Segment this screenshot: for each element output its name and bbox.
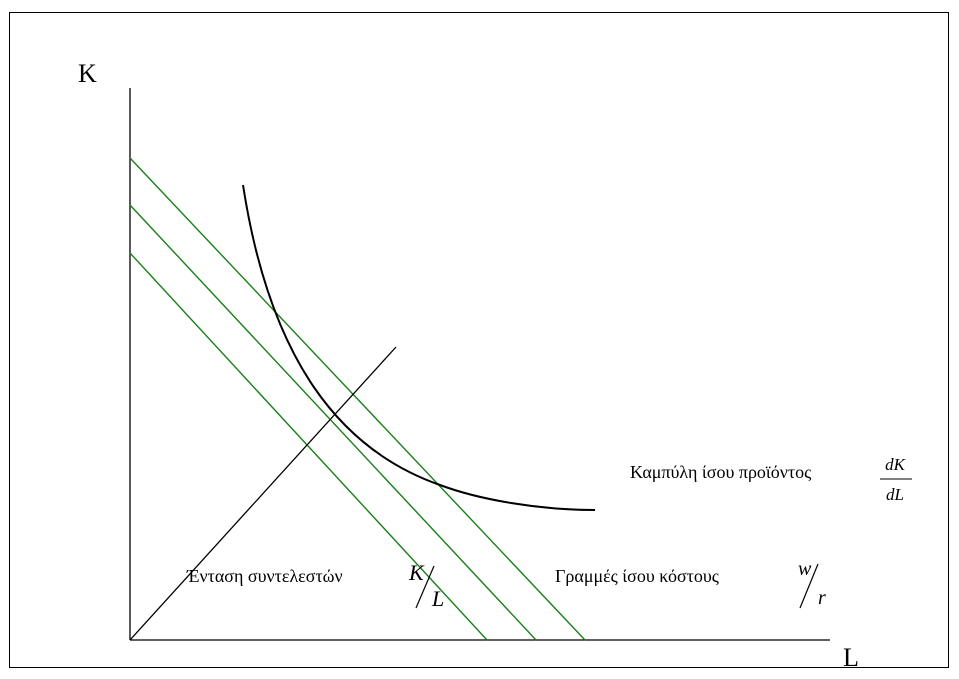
isocost-label: Γραμμές ίσου κόστους [555, 566, 719, 586]
isoquant-label: Καμπύλη ίσου προϊόντος [630, 462, 811, 482]
isoquant-fraction-numerator: dK [885, 455, 907, 474]
isocost-line-2 [129, 204, 537, 641]
factor-intensity-label: Ένταση συντελεστών [186, 566, 343, 586]
x-axis-label: L [843, 643, 859, 672]
figure-frame [9, 12, 949, 668]
isocost-line-3 [129, 252, 488, 641]
factor-fraction-numerator: K [408, 560, 425, 585]
isocost-fraction-slash [799, 563, 819, 609]
isoquant-curve [242, 184, 596, 511]
factor-fraction-denominator: L [431, 586, 444, 611]
isocost-fraction-numerator: w [798, 558, 812, 580]
factor-fraction-slash [415, 565, 435, 609]
isocost-line-1 [129, 157, 586, 641]
y-axis-label: K [78, 59, 97, 88]
isoquant-fraction-denominator: dL [886, 485, 904, 504]
isocost-fraction-denominator: r [818, 587, 826, 609]
factor-intensity-ray [129, 346, 397, 641]
